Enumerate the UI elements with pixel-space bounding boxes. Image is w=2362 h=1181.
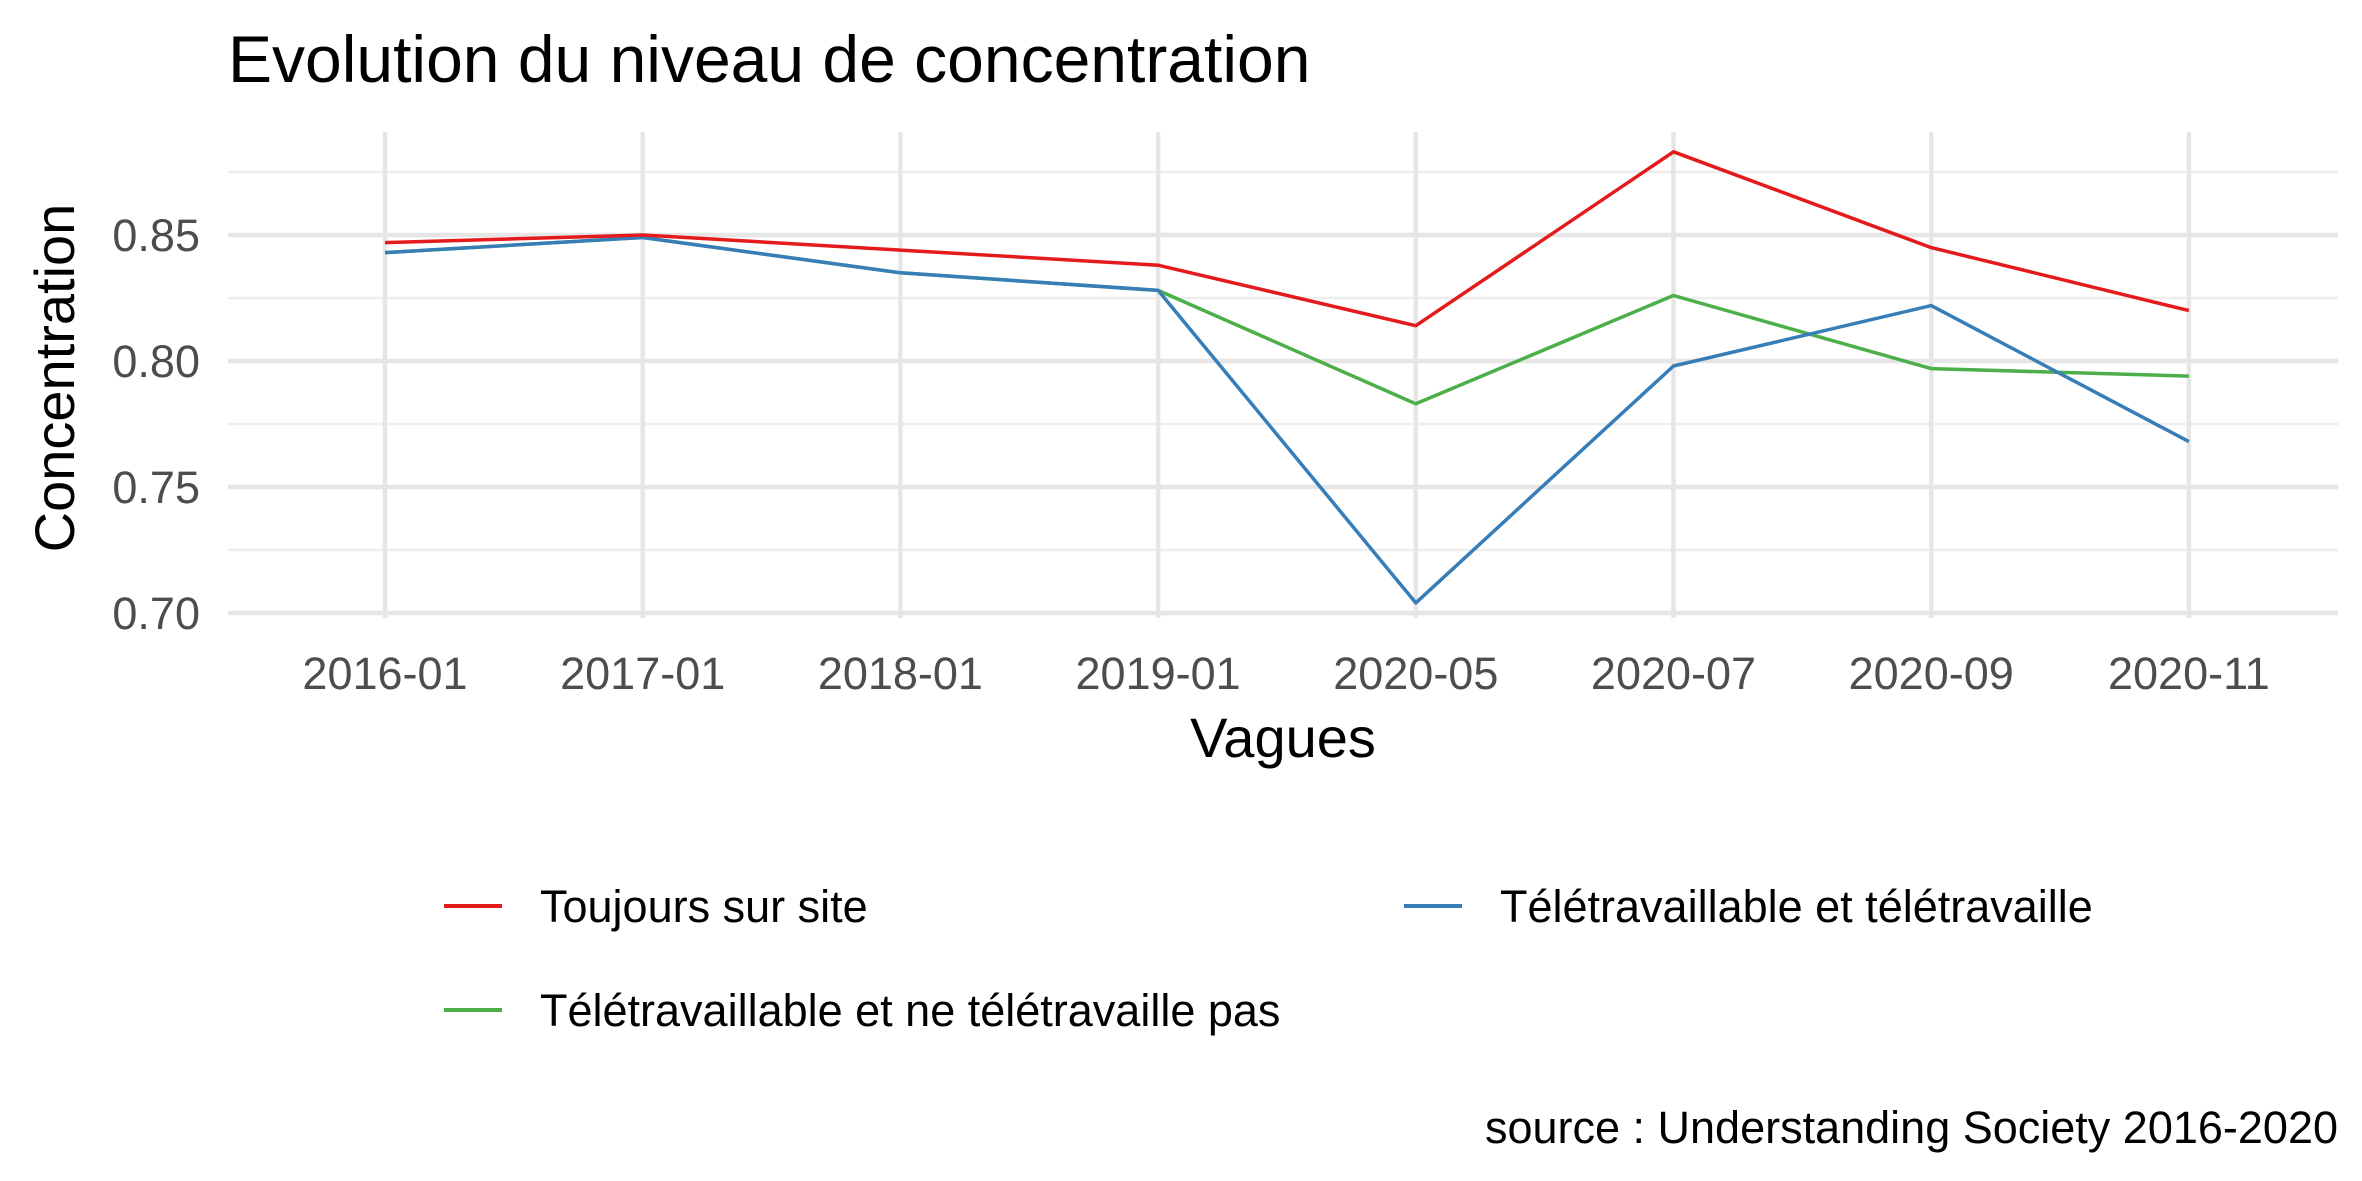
x-tick-label: 2018-01	[818, 648, 983, 699]
series-line-toujours-sur-site	[384, 150, 2190, 328]
y-tick-label: 0.85	[112, 210, 200, 261]
x-tick-label: 2020-05	[1333, 648, 1498, 699]
x-tick-label: 2019-01	[1076, 648, 1241, 699]
x-tick-label: 2016-01	[302, 648, 467, 699]
legend-item-teletravaillable-et-teletravaille: Télétravaillable et télétravaille	[1404, 881, 2093, 932]
y-axis-ticks: 0.70 0.75 0.80 0.85	[112, 210, 200, 639]
x-tick-label: 2020-11	[2108, 648, 2270, 699]
series-line-teletravaillable-et-ne-teletravaille-pas	[384, 235, 2189, 406]
x-axis-title: Vagues	[1190, 706, 1376, 769]
x-axis-ticks: 2016-01 2017-01 2018-01 2019-01 2020-05 2020-…	[302, 648, 2269, 699]
legend-label: Télétravaillable et ne télétravaille pas	[540, 985, 1280, 1036]
legend-label: Télétravaillable et télétravaille	[1500, 881, 2093, 932]
minor-gridlines	[228, 170, 2338, 552]
source-caption: source : Understanding Society 2016-2020	[1485, 1102, 2338, 1153]
series-line-teletravaillable-et-teletravaille	[384, 235, 2190, 605]
x-tick-label: 2017-01	[560, 648, 725, 699]
x-tick-label: 2020-07	[1591, 648, 1756, 699]
chart-title: Evolution du niveau de concentration	[228, 22, 1310, 96]
series-lines	[384, 150, 2190, 605]
y-tick-label: 0.75	[112, 462, 200, 513]
legend-item-toujours-sur-site: Toujours sur site	[444, 881, 868, 932]
y-tick-label: 0.80	[112, 336, 200, 387]
major-gridlines	[228, 132, 2338, 618]
legend: Toujours sur site Télétravaillable et té…	[444, 881, 2093, 1036]
y-axis-title: Concentration	[23, 204, 86, 553]
x-tick-label: 2020-09	[1849, 648, 2014, 699]
y-tick-label: 0.70	[112, 588, 200, 639]
legend-item-teletravaillable-et-ne-teletravaille-pas: Télétravaillable et ne télétravaille pas	[444, 985, 1280, 1036]
legend-label: Toujours sur site	[540, 881, 868, 932]
